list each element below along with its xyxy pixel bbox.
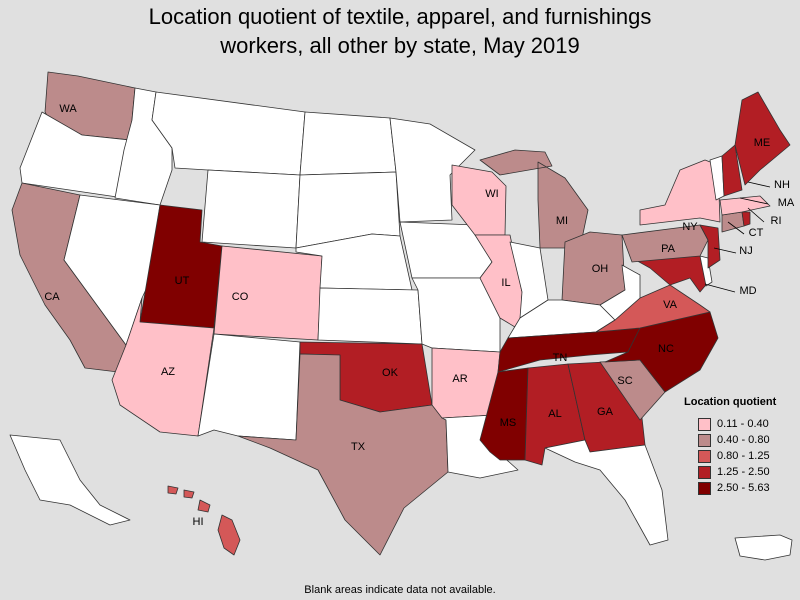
legend-label: 2.50 - 5.63 <box>717 482 770 494</box>
legend-label: 0.11 - 0.40 <box>717 418 769 430</box>
legend-label: 0.80 - 1.25 <box>717 450 770 462</box>
legend: Location quotient 0.11 - 0.40 0.40 - 0.80… <box>684 396 796 496</box>
state-label-ar: AR <box>452 373 467 385</box>
state-mn <box>389 117 476 223</box>
leader-md <box>704 283 736 293</box>
state-label-il: IL <box>501 277 510 289</box>
legend-swatch <box>698 449 711 463</box>
state-ks <box>317 287 423 345</box>
state-label-ga: GA <box>597 406 614 418</box>
state-label-ri: RI <box>771 215 782 227</box>
state-label-nc: NC <box>658 343 674 355</box>
state-pa <box>621 224 709 263</box>
state-de <box>699 255 713 287</box>
state-nm <box>197 333 301 441</box>
state-co <box>213 245 323 341</box>
state-fl <box>544 439 669 546</box>
state-label-mi: MI <box>556 215 568 227</box>
label-leader-lines <box>704 181 771 293</box>
state-label-md: MD <box>739 285 756 297</box>
state-label-ma: MA <box>778 197 795 209</box>
legend-item: 0.11 - 0.40 <box>684 416 796 432</box>
state-ri <box>741 211 751 227</box>
state-wy <box>201 169 301 249</box>
state-me <box>734 91 791 186</box>
state-tx <box>237 353 449 556</box>
state-label-ny: NY <box>682 221 698 233</box>
leader-nh <box>747 181 771 188</box>
leader-ri <box>747 207 765 223</box>
state-ma <box>719 195 771 216</box>
state-mt <box>151 91 306 176</box>
leader-ct <box>727 221 745 235</box>
state-label-nh: NH <box>774 179 790 191</box>
state-hi <box>167 485 241 556</box>
state-label-wa: WA <box>59 103 77 115</box>
state-nd <box>299 111 397 176</box>
legend-item: 0.80 - 1.25 <box>684 448 796 464</box>
state-nc <box>604 311 719 393</box>
states-layer <box>9 71 793 561</box>
state-label-ok: OK <box>382 367 399 379</box>
state-label-nj: NJ <box>739 245 752 257</box>
state-nh <box>721 144 743 197</box>
state-ak <box>9 434 131 526</box>
state-label-al: AL <box>548 408 561 420</box>
data-availability-note: Blank areas indicate data not available. <box>304 584 496 596</box>
state-az <box>111 297 215 437</box>
state-label-ct: CT <box>749 227 764 239</box>
state-label-wi: WI <box>485 188 498 200</box>
state-label-oh: OH <box>592 263 609 275</box>
legend-swatch <box>698 433 711 447</box>
legend-label: 1.25 - 2.50 <box>717 466 770 478</box>
legend-swatch <box>698 481 711 495</box>
legend-item: 0.40 - 0.80 <box>684 432 796 448</box>
state-label-tn: TN <box>553 352 568 364</box>
legend-label: 0.40 - 0.80 <box>717 434 770 446</box>
legend-items: 0.11 - 0.40 0.40 - 0.80 0.80 - 1.25 1.25 - … <box>684 416 796 496</box>
state-label-me: ME <box>754 137 771 149</box>
state-label-ms: MS <box>500 417 517 429</box>
map-title-line-2: workers, all other by state, May 2019 <box>220 33 580 58</box>
state-label-hi: HI <box>193 516 204 528</box>
leader-nj <box>713 247 737 254</box>
state-label-ca: CA <box>44 291 60 303</box>
legend-item: 1.25 - 2.50 <box>684 464 796 480</box>
map-title-line-1: Location quotient of textile, apparel, a… <box>148 4 652 29</box>
state-label-tx: TX <box>351 441 366 453</box>
state-label-az: AZ <box>161 366 175 378</box>
state-label-pa: PA <box>661 243 676 255</box>
legend-swatch <box>698 465 711 479</box>
leader-ma <box>739 197 769 205</box>
state-nj <box>699 224 721 269</box>
state-ct <box>721 211 745 233</box>
state-label-sc: SC <box>617 375 632 387</box>
map-title: Location quotient of textile, apparel, a… <box>0 2 800 60</box>
state-label-ut: UT <box>175 275 190 287</box>
state-label-va: VA <box>663 299 678 311</box>
state-wv <box>599 264 641 321</box>
legend-title: Location quotient <box>684 396 777 408</box>
legend-item: 2.50 - 5.63 <box>684 480 796 496</box>
state-ny <box>639 159 721 226</box>
state-pr <box>734 534 793 561</box>
state-label-co: CO <box>232 291 249 303</box>
legend-swatch <box>698 417 711 431</box>
state-labels-layer: WA CA UT CO AZ TX OK AR MS AL GA TN NC SC VA WI IL MI OH PA… <box>44 103 795 528</box>
